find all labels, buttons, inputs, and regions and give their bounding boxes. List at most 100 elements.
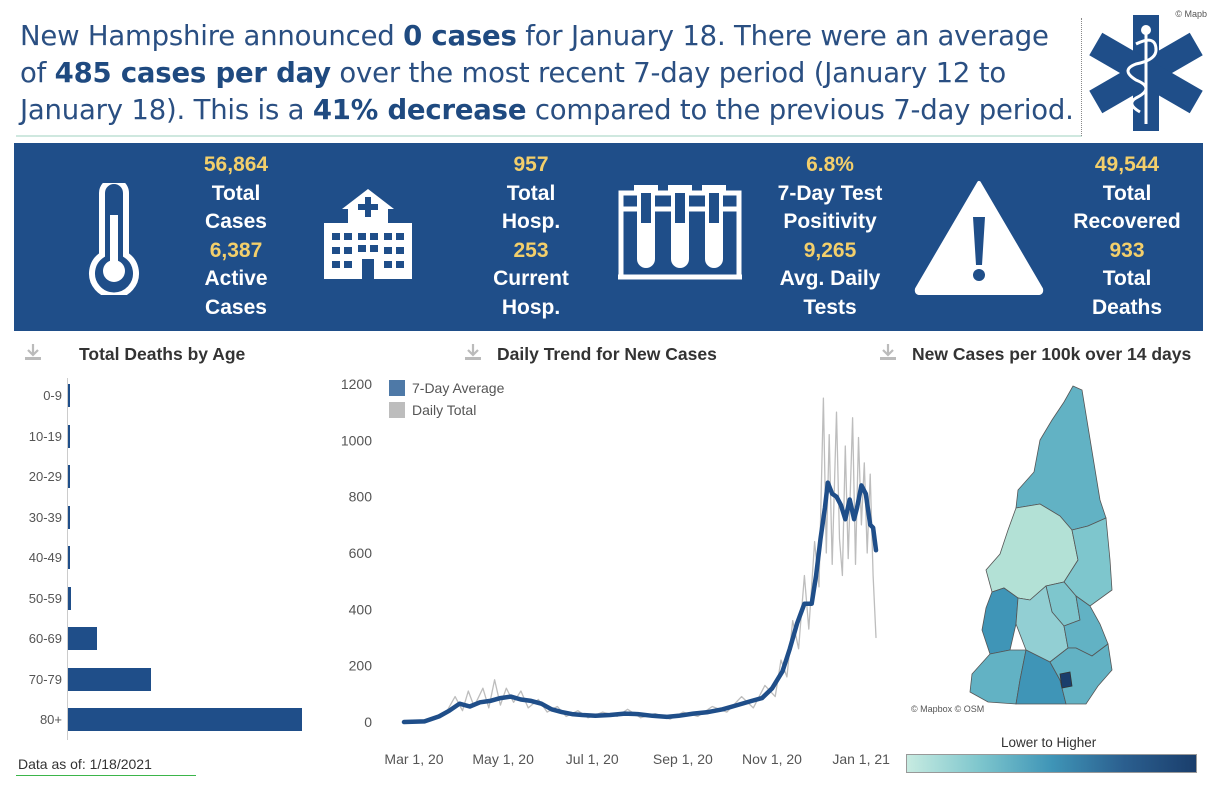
headline-text: for January 18. There were an average of [20, 20, 1049, 89]
new-hampshire-map[interactable] [960, 380, 1120, 710]
county-carroll[interactable] [1063, 517, 1113, 607]
county-rockingham[interactable] [1049, 643, 1113, 705]
daily-tests-value: 9,265 [803, 238, 857, 262]
stat-outcomes: 49,544 Total Recovered 933 Total Deaths [1067, 151, 1187, 322]
recovered-label: Total [1102, 181, 1152, 205]
legend-label-daily: Daily Total [412, 402, 477, 418]
series-line-daily-total[interactable] [403, 397, 877, 723]
total-hosp-value: 957 [513, 153, 549, 176]
age-bar[interactable] [68, 465, 70, 488]
test-positivity-label: 7-Day Test [777, 181, 883, 205]
current-hosp-label: Current [493, 267, 569, 290]
region-highest[interactable] [1059, 671, 1073, 689]
age-label: 50-59 [28, 590, 62, 606]
age-bar[interactable] [68, 424, 70, 448]
daily-tests-label: Tests [803, 295, 857, 319]
age-label: 40-49 [28, 550, 62, 565]
x-tick-label: Jan 1, 21 [832, 751, 890, 767]
deaths-label: Deaths [1091, 295, 1163, 319]
x-tick-label: Mar 1, 20 [384, 751, 443, 767]
test-positivity-value: 6.8% [806, 153, 854, 176]
new-cases-map-title: New Cases per 100k over 14 days [912, 344, 1192, 364]
headline-divider [16, 135, 1082, 137]
age-label: 30-39 [28, 509, 62, 525]
download-icon[interactable] [463, 342, 483, 362]
y-tick-label: 400 [349, 601, 373, 617]
y-tick-label: 1000 [341, 432, 372, 448]
deaths-by-age-title: Total Deaths by Age [79, 344, 246, 364]
stat-testing: 6.8% 7-Day Test Positivity 9,265 Avg. Da… [765, 151, 895, 322]
age-bar[interactable] [68, 627, 97, 650]
recovered-label: Recovered [1073, 210, 1181, 233]
age-label: 0-9 [43, 388, 62, 403]
series-line-7-day-average[interactable] [401, 480, 879, 725]
age-label: 80+ [39, 712, 62, 727]
total-hosp-label: Total [506, 181, 556, 205]
thermometer-icon [89, 183, 139, 295]
color-legend-bar [906, 754, 1197, 773]
age-bar[interactable] [68, 586, 72, 610]
age-bar[interactable] [68, 708, 302, 731]
age-label: 60-69 [28, 631, 62, 646]
warning-icon [914, 181, 1044, 295]
y-tick-label: 1200 [341, 376, 372, 392]
headline-text: over the most recent 7-day period (Janua… [20, 57, 1006, 126]
headline-text: New Hampshire announced [20, 20, 404, 52]
headline-vertical-divider [1081, 18, 1082, 136]
x-tick-label: Jul 1, 20 [566, 751, 619, 767]
age-bar[interactable] [68, 546, 70, 569]
star-of-life-icon [1089, 15, 1203, 131]
x-tick-label: Nov 1, 20 [742, 751, 802, 767]
headline-text: compared to the previous 7-day period. [526, 94, 1074, 126]
color-legend-title: Lower to Higher [1001, 735, 1097, 750]
map-credit: © Mapbox © OSM [911, 704, 985, 714]
total-cases-value: 56,864 [203, 153, 269, 176]
legend-swatch-7day [389, 380, 405, 396]
stat-hospitalizations: 957 Total Hosp. 253 Current Hosp. [481, 151, 581, 322]
headline-new-cases: 0 cases [403, 20, 517, 52]
headline-change: 41% decrease [312, 94, 527, 126]
total-hosp-label: Hosp. [501, 210, 561, 233]
daily-trend-title: Daily Trend for New Cases [497, 344, 717, 364]
current-hosp-value: 253 [513, 238, 549, 262]
mapbox-corner-credit: © Mapb [1175, 9, 1207, 19]
stat-cases: 56,864 Total Cases 6,387 Active Cases [186, 151, 286, 322]
age-label: 10-19 [28, 428, 62, 444]
data-as-of-underline [16, 775, 196, 776]
legend-item-daily[interactable]: Daily Total [389, 399, 504, 421]
y-tick-label: 0 [364, 714, 372, 730]
county-sullivan[interactable] [981, 587, 1019, 655]
age-bar[interactable] [68, 384, 70, 407]
legend-item-7day[interactable]: 7-Day Average [389, 377, 504, 399]
deaths-label: Total [1102, 267, 1152, 290]
total-cases-label: Cases [205, 210, 267, 233]
test-positivity-label: Positivity [783, 210, 877, 233]
legend-label-7day: 7-Day Average [412, 380, 505, 396]
y-tick-label: 600 [349, 545, 373, 561]
trend-legend: 7-Day Average Daily Total [389, 377, 504, 421]
data-as-of: Data as of: 1/18/2021 [18, 756, 152, 772]
y-tick-label: 800 [349, 489, 373, 505]
download-icon[interactable] [23, 342, 43, 362]
recovered-value: 49,544 [1094, 153, 1160, 176]
legend-swatch-daily [389, 402, 405, 418]
age-bar[interactable] [68, 505, 70, 529]
daily-trend-chart: 0 200 400 600 800 1000 1200 Mar 1, 20 May 1, 20 J… [341, 376, 890, 767]
x-tick-label: Sep 1, 20 [653, 751, 713, 767]
age-bar[interactable] [68, 667, 152, 691]
age-chart-axis [67, 378, 68, 740]
headline-average: 485 cases per day [54, 57, 331, 89]
active-cases-label: Cases [205, 295, 267, 319]
current-hosp-label: Hosp. [501, 295, 561, 319]
age-label: 70-79 [28, 671, 62, 687]
daily-tests-label: Avg. Daily [779, 267, 881, 290]
test-tubes-icon [618, 185, 742, 280]
active-cases-value: 6,387 [209, 238, 263, 262]
deaths-value: 933 [1109, 238, 1145, 262]
age-label: 20-29 [28, 469, 62, 484]
y-tick-label: 200 [349, 658, 373, 674]
hospital-icon [324, 189, 412, 279]
summary-headline: New Hampshire announced 0 cases for Janu… [20, 18, 1080, 129]
x-tick-label: May 1, 20 [472, 751, 534, 767]
download-icon[interactable] [878, 342, 898, 362]
